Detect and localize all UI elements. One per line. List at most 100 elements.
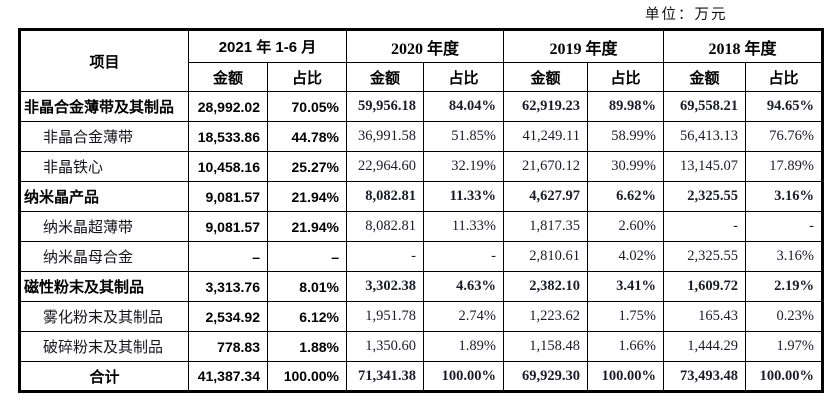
amount-cell: 3,313.76	[188, 271, 268, 302]
ratio-cell: 100.00%	[267, 361, 347, 392]
ratio-cell: 3.16%	[745, 181, 823, 212]
amount-cell: 1,223.62	[503, 301, 588, 332]
amount-cell: 41,387.34	[188, 361, 268, 392]
amount-cell: 56,413.13	[663, 121, 746, 152]
ratio-cell: 44.78%	[267, 121, 347, 152]
ratio-cell: 2.19%	[745, 271, 823, 302]
ratio-cell: 25.27%	[267, 151, 347, 182]
amount-header: 金额	[663, 62, 746, 92]
amount-cell: -	[663, 211, 746, 242]
amount-cell: 41,249.11	[503, 121, 588, 152]
ratio-cell: 4.63%	[423, 271, 504, 302]
ratio-cell: 1.97%	[745, 331, 823, 362]
amount-cell: 8,082.81	[346, 181, 424, 212]
table-row: 非晶合金薄带 18,533.86 44.78% 36,991.58 51.85% 41,2…	[19, 121, 823, 152]
amount-cell: 73,493.48	[663, 361, 746, 392]
ratio-header: 占比	[267, 62, 347, 92]
row-label: 纳米晶产品	[19, 181, 189, 212]
amount-cell: 9,081.57	[188, 211, 268, 242]
amount-cell: 1,350.60	[346, 331, 424, 362]
revenue-breakdown-table: 项目 2021 年 1-6 月 2020 年度 2019 年度 2018 年度 金额 占比金…	[18, 28, 824, 393]
row-label: 非晶合金薄带及其制品	[19, 91, 189, 122]
amount-cell: 2,325.55	[663, 181, 746, 212]
amount-cell: -	[346, 241, 424, 272]
ratio-cell: 17.89%	[745, 151, 823, 182]
amount-cell: –	[188, 241, 268, 272]
ratio-cell: 3.41%	[587, 271, 664, 302]
ratio-cell: 70.05%	[267, 91, 347, 122]
ratio-cell: 1.66%	[587, 331, 664, 362]
amount-cell: 59,956.18	[346, 91, 424, 122]
ratio-cell: 6.62%	[587, 181, 664, 212]
ratio-cell: 1.75%	[587, 301, 664, 332]
ratio-header: 占比	[587, 62, 664, 92]
table-row: 纳米晶母合金 – – - -2,810.61 4.02% 2,325.55 3.16%	[19, 241, 823, 272]
amount-cell: 71,341.38	[346, 361, 424, 392]
amount-cell: 22,964.60	[346, 151, 424, 182]
ratio-cell: 11.33%	[423, 181, 504, 212]
ratio-cell: 100.00%	[745, 361, 823, 392]
row-label: 雾化粉末及其制品	[19, 301, 189, 332]
ratio-cell: -	[745, 211, 823, 242]
table-row: 磁性粉末及其制品 3,313.76 8.01% 3,302.38 4.63% 2,382.…	[19, 271, 823, 302]
table-row: 破碎粉末及其制品 778.83 1.88% 1,350.60 1.89% 1,158.48…	[19, 331, 823, 362]
amount-cell: 8,082.81	[346, 211, 424, 242]
ratio-cell: 21.94%	[267, 211, 347, 242]
amount-cell: 4,627.97	[503, 181, 588, 212]
ratio-cell: 8.01%	[267, 271, 347, 302]
unit-label: 单位：万元	[645, 7, 728, 23]
amount-cell: 21,670.12	[503, 151, 588, 182]
ratio-cell: 4.02%	[587, 241, 664, 272]
period-header: 2018 年度	[663, 29, 823, 63]
row-label: 纳米晶母合金	[19, 241, 189, 272]
amount-cell: 778.83	[188, 331, 268, 362]
period-header: 2019 年度	[503, 29, 664, 63]
item-column-header: 项目	[19, 29, 189, 92]
ratio-cell: 100.00%	[587, 361, 664, 392]
ratio-cell: 30.99%	[587, 151, 664, 182]
ratio-cell: 3.16%	[745, 241, 823, 272]
ratio-cell: 51.85%	[423, 121, 504, 152]
amount-cell: 28,992.02	[188, 91, 268, 122]
amount-cell: 10,458.16	[188, 151, 268, 182]
row-label: 非晶铁心	[19, 151, 189, 182]
amount-cell: 9,081.57	[188, 181, 268, 212]
ratio-cell: 1.89%	[423, 331, 504, 362]
ratio-cell: 32.19%	[423, 151, 504, 182]
table-head: 项目 2021 年 1-6 月 2020 年度 2019 年度 2018 年度 金额 占比金…	[19, 29, 823, 92]
ratio-cell: 84.04%	[423, 91, 504, 122]
amount-cell: 1,158.48	[503, 331, 588, 362]
table-row: 非晶铁心 10,458.16 25.27% 22,964.60 32.19% 21,670…	[19, 151, 823, 182]
amount-cell: 1,609.72	[663, 271, 746, 302]
amount-cell: 1,444.29	[663, 331, 746, 362]
amount-cell: 62,919.23	[503, 91, 588, 122]
amount-header: 金额	[188, 62, 268, 92]
amount-header: 金额	[346, 62, 424, 92]
ratio-cell: 58.99%	[587, 121, 664, 152]
table-body: 非晶合金薄带及其制品 28,992.02 70.05% 59,956.18 84.04%…	[19, 91, 823, 392]
amount-cell: 18,533.86	[188, 121, 268, 152]
ratio-header: 占比	[745, 62, 823, 92]
period-header: 2021 年 1-6 月	[188, 29, 347, 63]
amount-cell: 2,382.10	[503, 271, 588, 302]
amount-header: 金额	[503, 62, 588, 92]
table-row: 纳米晶产品 9,081.57 21.94% 8,082.81 11.33% 4,627.9…	[19, 181, 823, 212]
row-label: 破碎粉末及其制品	[19, 331, 189, 362]
ratio-cell: 11.33%	[423, 211, 504, 242]
period-header: 2020 年度	[346, 29, 504, 63]
ratio-header: 占比	[423, 62, 504, 92]
table-row: 纳米晶超薄带 9,081.57 21.94% 8,082.81 11.33% 1,817.…	[19, 211, 823, 242]
amount-cell: 13,145.07	[663, 151, 746, 182]
ratio-cell: 0.23%	[745, 301, 823, 332]
table-row: 合计 41,387.34 100.00% 71,341.38 100.00% 69,929…	[19, 361, 823, 392]
amount-cell: 2,325.55	[663, 241, 746, 272]
amount-cell: 69,929.30	[503, 361, 588, 392]
ratio-cell: 6.12%	[267, 301, 347, 332]
ratio-cell: 89.98%	[587, 91, 664, 122]
ratio-cell: 21.94%	[267, 181, 347, 212]
ratio-cell: 1.88%	[267, 331, 347, 362]
amount-cell: 2,810.61	[503, 241, 588, 272]
row-label: 磁性粉末及其制品	[19, 271, 189, 302]
amount-cell: 1,951.78	[346, 301, 424, 332]
